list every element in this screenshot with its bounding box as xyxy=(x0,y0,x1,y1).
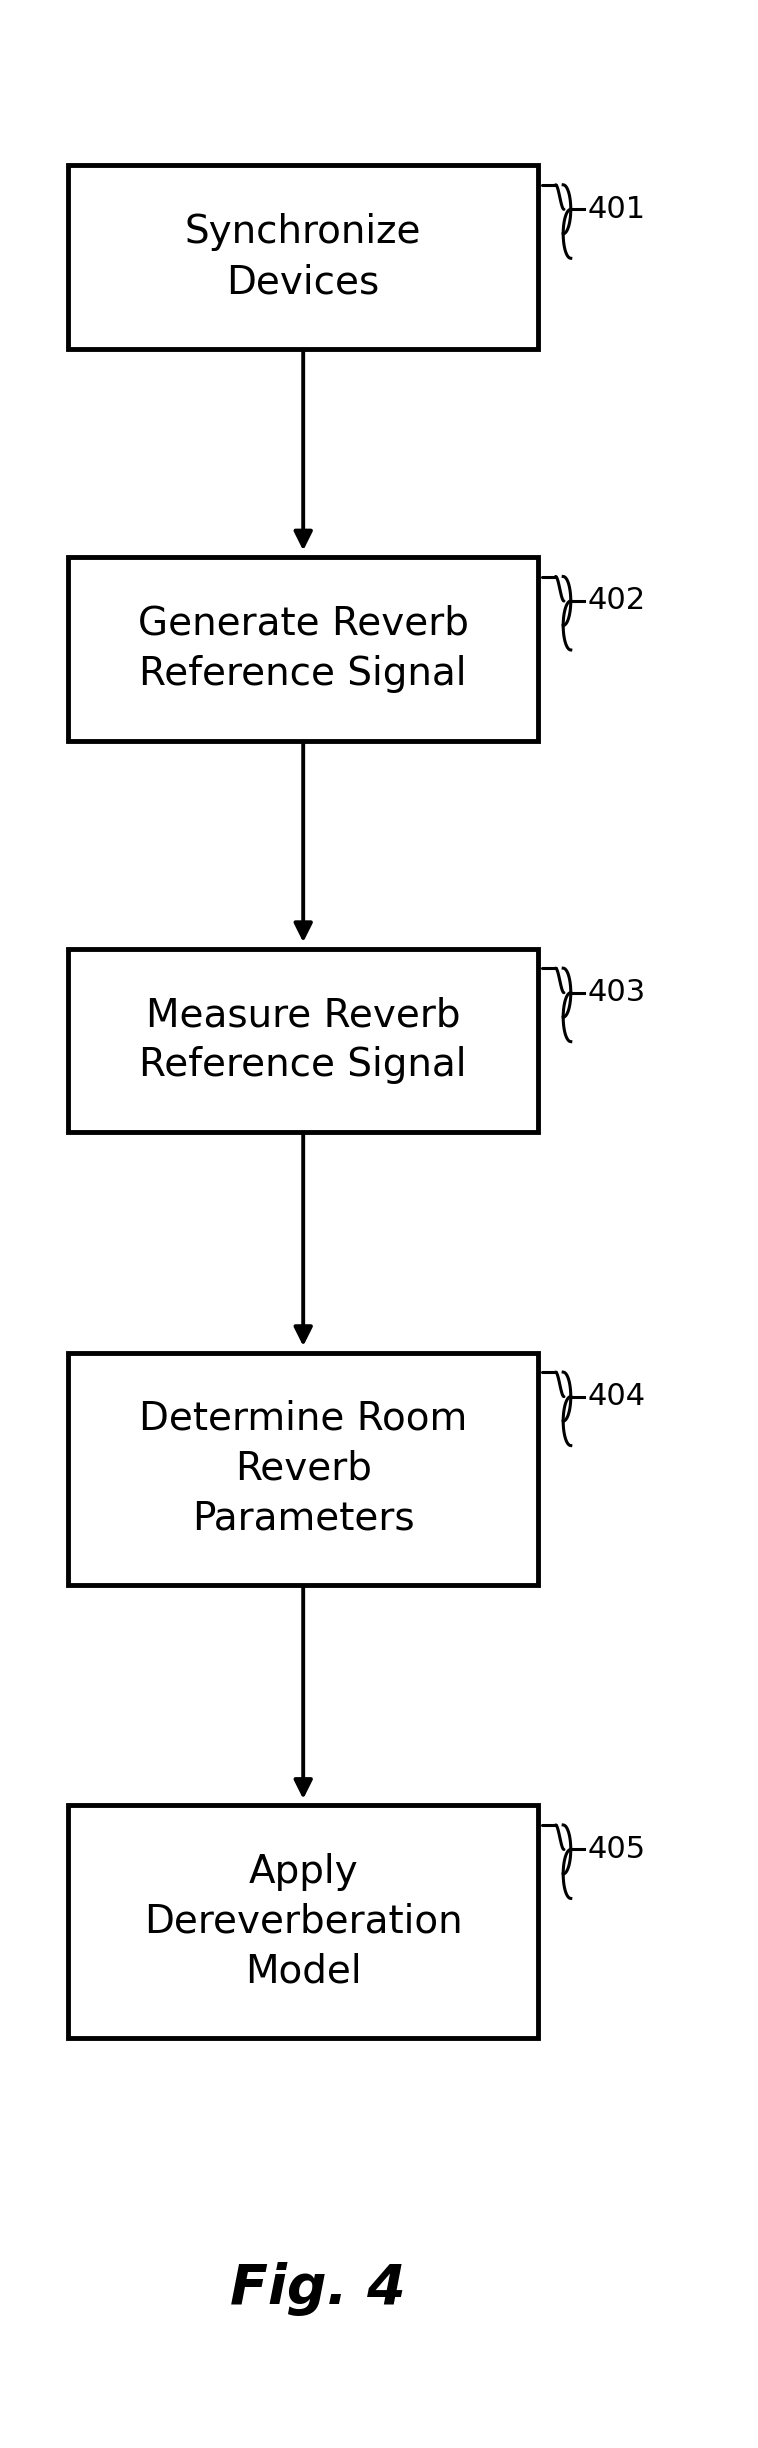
FancyBboxPatch shape xyxy=(68,1807,538,2037)
FancyBboxPatch shape xyxy=(68,558,538,739)
Text: Synchronize
Devices: Synchronize Devices xyxy=(185,213,421,301)
FancyBboxPatch shape xyxy=(68,166,538,348)
Text: 405: 405 xyxy=(587,1836,646,1863)
Text: 402: 402 xyxy=(587,588,646,614)
Text: 403: 403 xyxy=(587,979,646,1006)
FancyBboxPatch shape xyxy=(68,1351,538,1586)
Text: Determine Room
Reverb
Parameters: Determine Room Reverb Parameters xyxy=(139,1400,468,1537)
Text: 401: 401 xyxy=(587,196,646,223)
Text: Fig. 4: Fig. 4 xyxy=(230,2262,406,2316)
Text: Apply
Dereverberation
Model: Apply Dereverberation Model xyxy=(144,1853,462,1990)
Text: Measure Reverb
Reference Signal: Measure Reverb Reference Signal xyxy=(139,996,467,1084)
FancyBboxPatch shape xyxy=(68,950,538,1131)
Text: 404: 404 xyxy=(587,1383,646,1410)
Text: Generate Reverb
Reference Signal: Generate Reverb Reference Signal xyxy=(138,605,468,693)
